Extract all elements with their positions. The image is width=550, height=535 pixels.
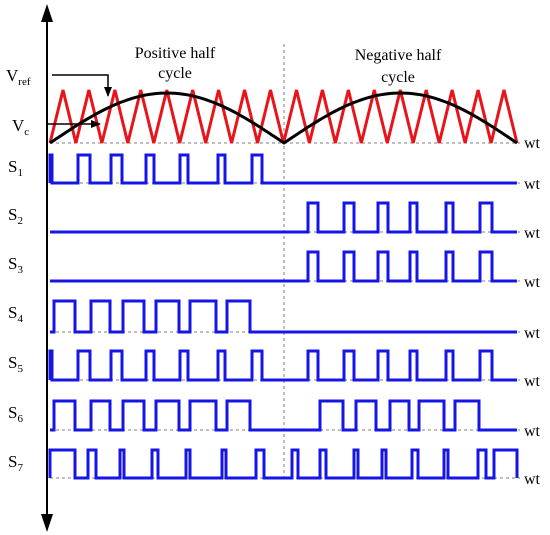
vref-pointer <box>52 74 112 97</box>
switch-label: S3 <box>8 254 23 276</box>
negative-half-title: Negative half <box>355 47 442 64</box>
axis-label-wt: wt <box>524 274 541 291</box>
switch-label-sub: 1 <box>17 167 23 179</box>
switch-row-s5: S5 wt <box>8 349 541 390</box>
switch-pulse-train <box>50 201 517 234</box>
switch-label-sub: 7 <box>17 462 23 474</box>
switch-row-s1: S1 wt <box>8 153 541 193</box>
reference-sine-wave <box>49 91 518 145</box>
switch-label-main: S <box>8 157 17 176</box>
switch-label: S1 <box>8 157 23 179</box>
axis-arrow-top <box>41 4 53 22</box>
switch-label-main: S <box>8 452 17 471</box>
vc-main: V <box>12 116 25 135</box>
switch-pulse-train <box>48 349 517 382</box>
axis-label-wt: wt <box>524 423 541 440</box>
switch-label-sub: 2 <box>17 215 23 227</box>
switch-label: S2 <box>8 205 23 227</box>
switch-pulse-train <box>48 153 517 185</box>
axis-label-wt: wt <box>524 471 541 488</box>
switch-label: S6 <box>8 403 23 425</box>
switch-pulse-train <box>50 399 517 432</box>
axis-label-wt: wt <box>524 325 541 342</box>
switch-pulse-train <box>50 250 517 283</box>
switch-row-s2: S2 wt <box>8 201 541 242</box>
vc-label: Vc <box>12 116 29 138</box>
vref-main: V <box>6 66 19 85</box>
modulation-panel: Positive half cycle Negative half cycle … <box>6 45 541 152</box>
switch-label-main: S <box>8 205 17 224</box>
switch-row-s3: S3 wt <box>8 250 541 291</box>
axis-label-wt: wt <box>524 176 541 193</box>
switch-label-sub: 4 <box>17 313 23 325</box>
switch-row-s7: S7 wt <box>8 448 541 488</box>
switch-label: S4 <box>8 303 23 325</box>
vref-sub: ref <box>18 76 31 88</box>
switch-pulse-train <box>48 448 519 480</box>
axis-label-modulation: wt <box>524 135 541 152</box>
switch-label-main: S <box>8 254 17 273</box>
switch-label: S5 <box>8 353 23 375</box>
switch-row-s6: S6 wt <box>8 399 541 440</box>
positive-half-title: Positive half <box>135 45 216 62</box>
axis-arrow-bottom <box>41 514 53 532</box>
switch-pulse-train <box>50 299 517 334</box>
axis-label-wt: wt <box>524 373 541 390</box>
positive-cycle-title: cycle <box>158 65 192 82</box>
switch-label: S7 <box>8 452 23 474</box>
switch-label-sub: 3 <box>17 264 23 276</box>
axis-label-wt: wt <box>524 225 541 242</box>
vc-sub: c <box>24 126 29 138</box>
switch-label-sub: 5 <box>17 363 23 375</box>
switch-label-main: S <box>8 353 17 372</box>
switch-label-sub: 6 <box>17 413 23 425</box>
switch-label-main: S <box>8 403 17 422</box>
switch-row-s4: S4 wt <box>8 299 541 342</box>
switch-label-main: S <box>8 303 17 322</box>
vref-label: Vref <box>6 66 31 88</box>
negative-cycle-title: cycle <box>381 69 415 86</box>
